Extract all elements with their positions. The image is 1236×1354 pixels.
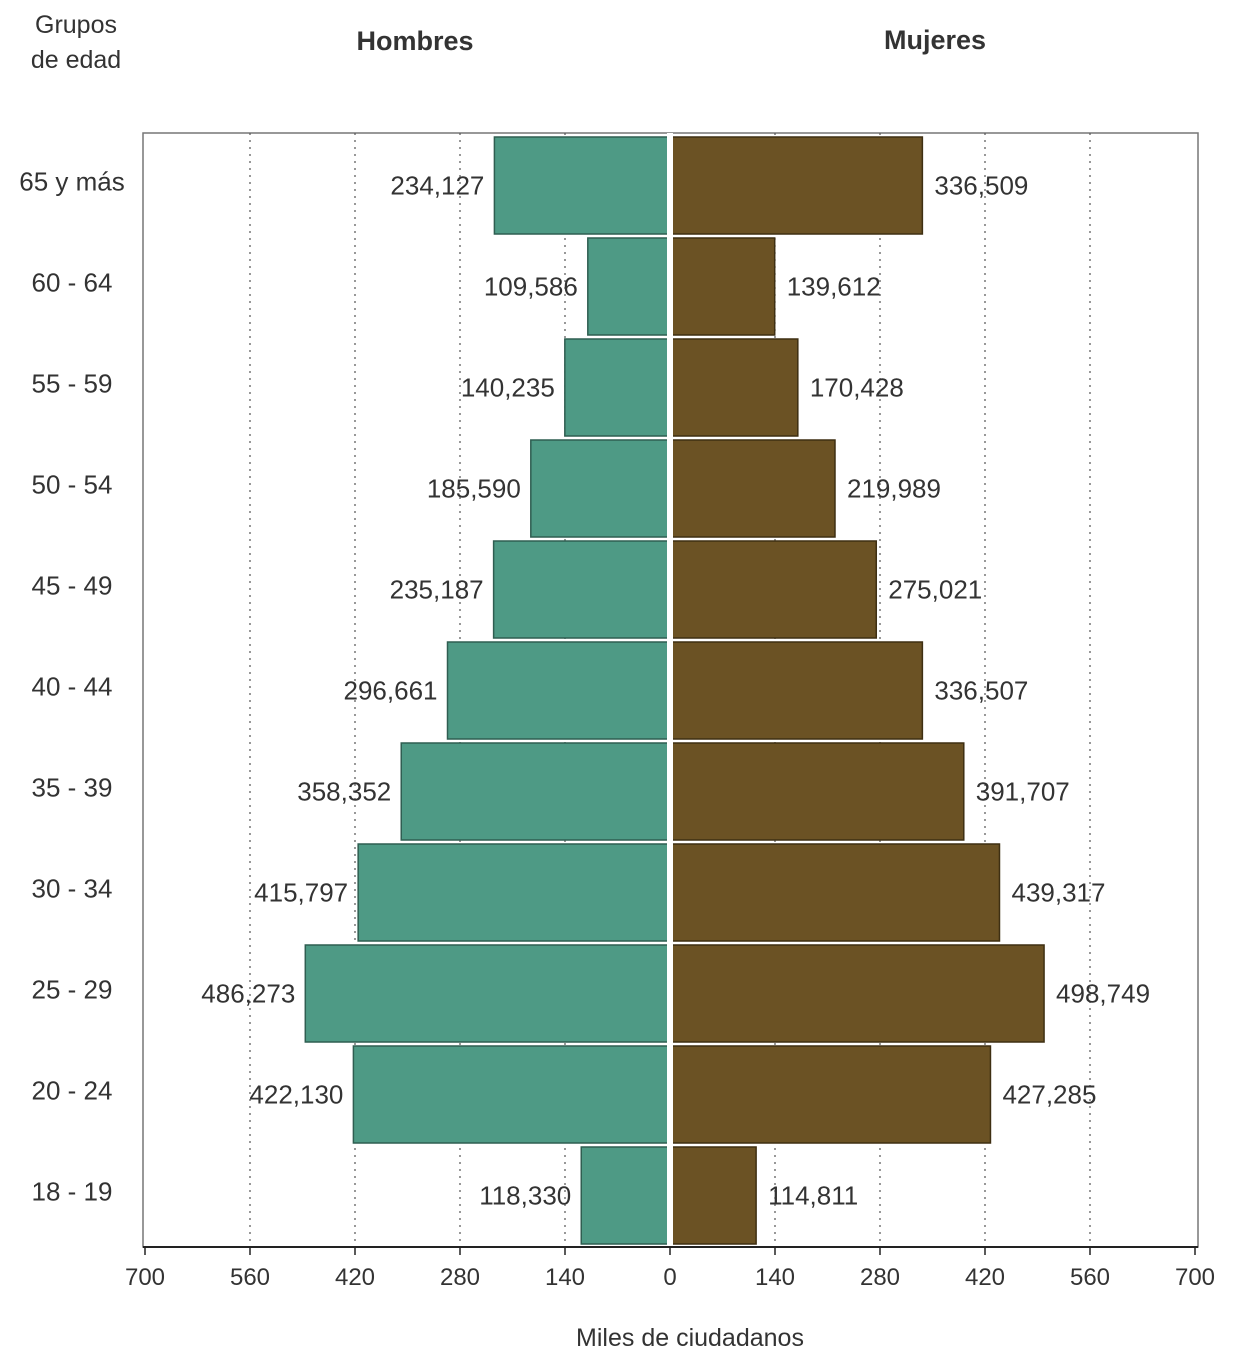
value-label-hombres-3: 185,590 xyxy=(427,474,521,504)
series-title-mujeres: Mujeres xyxy=(884,25,986,55)
bar-mujeres-6 xyxy=(669,742,965,841)
bar-hombres-8 xyxy=(304,944,671,1043)
value-label-hombres-2: 140,235 xyxy=(461,373,555,403)
value-label-mujeres-7: 439,317 xyxy=(1011,878,1105,908)
value-label-hombres-6: 358,352 xyxy=(297,777,391,807)
value-label-mujeres-10: 114,811 xyxy=(768,1181,858,1211)
bar-hombres-4 xyxy=(492,540,671,639)
bars xyxy=(304,136,1045,1245)
category-label-5: 40 - 44 xyxy=(32,672,113,702)
tick-label-6: 140 xyxy=(755,1264,795,1291)
category-label-0: 65 y más xyxy=(19,167,125,197)
bar-hombres-0 xyxy=(493,136,671,235)
category-label-10: 18 - 19 xyxy=(32,1177,113,1207)
category-label-9: 20 - 24 xyxy=(32,1076,113,1106)
bar-hombres-3 xyxy=(530,439,671,538)
value-label-hombres-0: 234,127 xyxy=(390,171,484,201)
category-label-2: 55 - 59 xyxy=(32,369,113,399)
category-labels: 65 y más 60 - 64 55 - 59 50 - 54 45 - 49 40 -… xyxy=(19,167,125,1207)
bar-mujeres-10 xyxy=(669,1146,757,1245)
tick-label-9: 560 xyxy=(1070,1264,1110,1291)
value-label-mujeres-3: 219,989 xyxy=(847,474,941,504)
bar-mujeres-3 xyxy=(669,439,836,538)
category-label-1: 60 - 64 xyxy=(32,268,113,298)
value-label-hombres-1: 109,586 xyxy=(484,272,578,302)
bar-mujeres-9 xyxy=(669,1045,992,1144)
value-label-hombres-8: 486,273 xyxy=(201,979,295,1009)
value-label-mujeres-2: 170,428 xyxy=(810,373,904,403)
bar-hombres-5 xyxy=(446,641,671,740)
bar-mujeres-5 xyxy=(669,641,924,740)
bar-hombres-9 xyxy=(352,1045,671,1144)
value-label-mujeres-8: 498,749 xyxy=(1056,979,1150,1009)
tick-label-3: 280 xyxy=(440,1264,480,1291)
bar-mujeres-2 xyxy=(669,338,799,437)
tick-label-1: 560 xyxy=(230,1264,270,1291)
tick-label-10: 700 xyxy=(1175,1264,1215,1291)
value-label-mujeres-5: 336,507 xyxy=(934,676,1028,706)
category-label-6: 35 - 39 xyxy=(32,773,113,803)
category-axis-title-line2: de edad xyxy=(31,46,121,74)
value-label-hombres-9: 422,130 xyxy=(249,1080,343,1110)
bar-mujeres-0 xyxy=(669,136,924,235)
bar-hombres-6 xyxy=(400,742,671,841)
category-label-4: 45 - 49 xyxy=(32,571,113,601)
x-axis-ticks: 700 560 420 280 140 0 140 280 420 560 700 xyxy=(125,1247,1215,1291)
category-label-7: 30 - 34 xyxy=(32,874,113,904)
bar-mujeres-8 xyxy=(669,944,1045,1043)
bar-mujeres-7 xyxy=(669,843,1001,942)
series-title-hombres: Hombres xyxy=(356,26,473,56)
value-label-hombres-10: 118,330 xyxy=(479,1181,571,1211)
value-label-hombres-4: 235,187 xyxy=(390,575,484,605)
bar-hombres-10 xyxy=(580,1146,671,1245)
value-label-mujeres-1: 139,612 xyxy=(787,272,881,302)
tick-label-0: 700 xyxy=(125,1264,165,1291)
value-label-mujeres-6: 391,707 xyxy=(976,777,1070,807)
value-label-hombres-5: 296,661 xyxy=(344,676,438,706)
bar-hombres-7 xyxy=(357,843,671,942)
category-axis-title-line1: Grupos xyxy=(35,11,117,39)
tick-label-7: 280 xyxy=(860,1264,900,1291)
x-axis-title: Miles de ciudadanos xyxy=(576,1324,804,1352)
bar-mujeres-4 xyxy=(669,540,878,639)
value-label-hombres-7: 415,797 xyxy=(254,878,348,908)
tick-label-8: 420 xyxy=(965,1264,1005,1291)
tick-label-2: 420 xyxy=(335,1264,375,1291)
tick-label-5: 0 xyxy=(663,1264,676,1291)
category-label-8: 25 - 29 xyxy=(32,975,113,1005)
value-label-mujeres-4: 275,021 xyxy=(888,575,982,605)
value-label-mujeres-0: 336,509 xyxy=(934,171,1028,201)
category-label-3: 50 - 54 xyxy=(32,470,113,500)
value-labels: 234,127 336,509 109,586 139,612 140,235 170,4… xyxy=(201,171,1150,1211)
bar-mujeres-1 xyxy=(669,237,776,336)
value-label-mujeres-9: 427,285 xyxy=(1002,1080,1096,1110)
bar-hombres-1 xyxy=(587,237,671,336)
bar-hombres-2 xyxy=(564,338,671,437)
tick-label-4: 140 xyxy=(545,1264,585,1291)
